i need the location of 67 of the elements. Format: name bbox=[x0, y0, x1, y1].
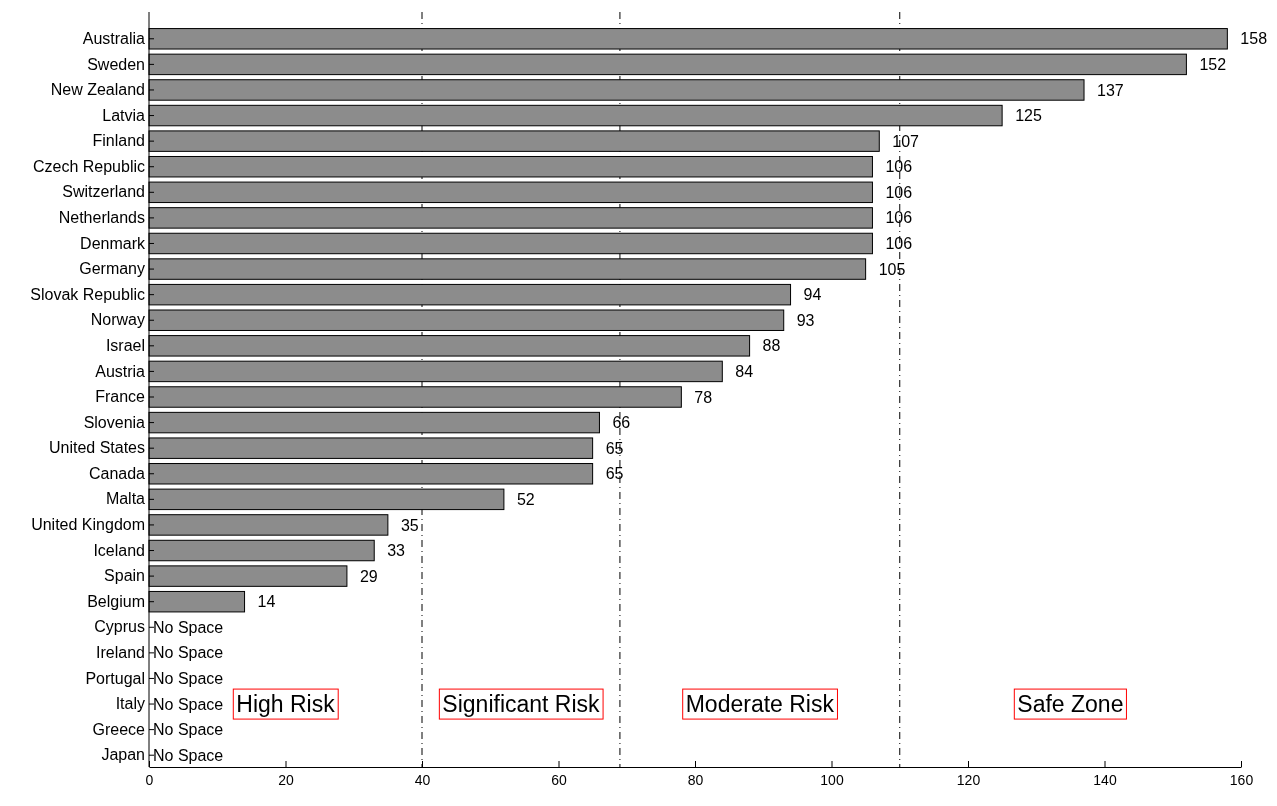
y-tick-label: Spain bbox=[104, 567, 145, 585]
data-label: 106 bbox=[885, 235, 913, 253]
data-label: 107 bbox=[892, 132, 920, 150]
y-tick-label: Iceland bbox=[93, 541, 145, 559]
y-tick-label: Belgium bbox=[87, 592, 145, 610]
y-tick-label: Germany bbox=[79, 260, 145, 278]
data-label: No Space bbox=[153, 695, 224, 713]
data-label: No Space bbox=[153, 670, 224, 688]
y-tick-label: New Zealand bbox=[50, 81, 145, 99]
y-tick-label: Slovak Republic bbox=[30, 285, 145, 303]
x-tick-label: 40 bbox=[414, 771, 431, 788]
y-tick-label: Israel bbox=[105, 336, 145, 354]
y-tick-label: Canada bbox=[88, 464, 146, 482]
y-tick-label: Norway bbox=[90, 311, 145, 329]
data-label: 14 bbox=[257, 593, 276, 611]
y-tick-label: Switzerland bbox=[62, 183, 145, 201]
data-label: 65 bbox=[605, 439, 624, 457]
y-tick-label: Cyprus bbox=[94, 618, 145, 636]
y-tick-label: United Kingdom bbox=[31, 516, 145, 534]
y-tick-label: Sweden bbox=[87, 55, 145, 73]
data-label: 105 bbox=[878, 260, 906, 278]
data-label: 137 bbox=[1097, 81, 1124, 99]
y-tick-label: France bbox=[95, 388, 146, 406]
y-tick-label: Ireland bbox=[96, 643, 145, 661]
data-label: 88 bbox=[762, 337, 781, 355]
y-tick-label: Portugal bbox=[85, 669, 145, 687]
data-label: 33 bbox=[387, 542, 406, 560]
data-label: 84 bbox=[735, 363, 754, 381]
y-tick-label: Malta bbox=[105, 490, 146, 508]
x-tick-label: 60 bbox=[551, 771, 567, 788]
y-tick-label: Slovenia bbox=[83, 413, 146, 431]
data-label: 35 bbox=[400, 516, 419, 534]
data-label: 78 bbox=[694, 388, 713, 406]
y-tick-label: United States bbox=[48, 439, 145, 457]
y-tick-label: Latvia bbox=[102, 106, 146, 124]
data-label: 94 bbox=[803, 286, 822, 304]
x-tick-label: 140 bbox=[1093, 771, 1117, 788]
data-label: 106 bbox=[885, 183, 913, 201]
data-label: 158 bbox=[1240, 30, 1268, 48]
y-tick-label: Finland bbox=[92, 132, 145, 150]
x-tick-label: 100 bbox=[820, 771, 844, 788]
data-label: 106 bbox=[885, 158, 913, 176]
y-tick-label: Denmark bbox=[80, 234, 146, 252]
y-tick-label: Italy bbox=[115, 695, 145, 713]
x-tick-label: 0 bbox=[145, 771, 154, 788]
data-label: No Space bbox=[153, 721, 224, 739]
y-tick-label: Australia bbox=[82, 29, 146, 47]
y-tick-label: Greece bbox=[92, 720, 146, 738]
data-label: No Space bbox=[153, 644, 224, 662]
y-tick-label: Japan bbox=[101, 746, 145, 764]
data-label: 29 bbox=[359, 567, 378, 585]
data-label: 125 bbox=[1015, 107, 1042, 125]
data-label: 152 bbox=[1199, 55, 1227, 73]
x-tick-label: 20 bbox=[278, 771, 294, 788]
data-label: 52 bbox=[516, 490, 535, 508]
x-tick-label: 80 bbox=[687, 771, 704, 788]
data-label: 65 bbox=[605, 465, 624, 483]
data-label: No Space bbox=[153, 746, 224, 764]
data-label: No Space bbox=[153, 618, 224, 636]
x-tick-label: 120 bbox=[956, 771, 981, 788]
x-tick-label: 160 bbox=[1229, 771, 1254, 788]
y-tick-label: Czech Republic bbox=[32, 157, 145, 175]
data-label: 66 bbox=[612, 414, 631, 432]
y-tick-label: Netherlands bbox=[58, 209, 145, 227]
data-label: 106 bbox=[885, 209, 913, 227]
y-tick-label: Austria bbox=[95, 362, 146, 380]
data-label: 93 bbox=[796, 311, 815, 329]
